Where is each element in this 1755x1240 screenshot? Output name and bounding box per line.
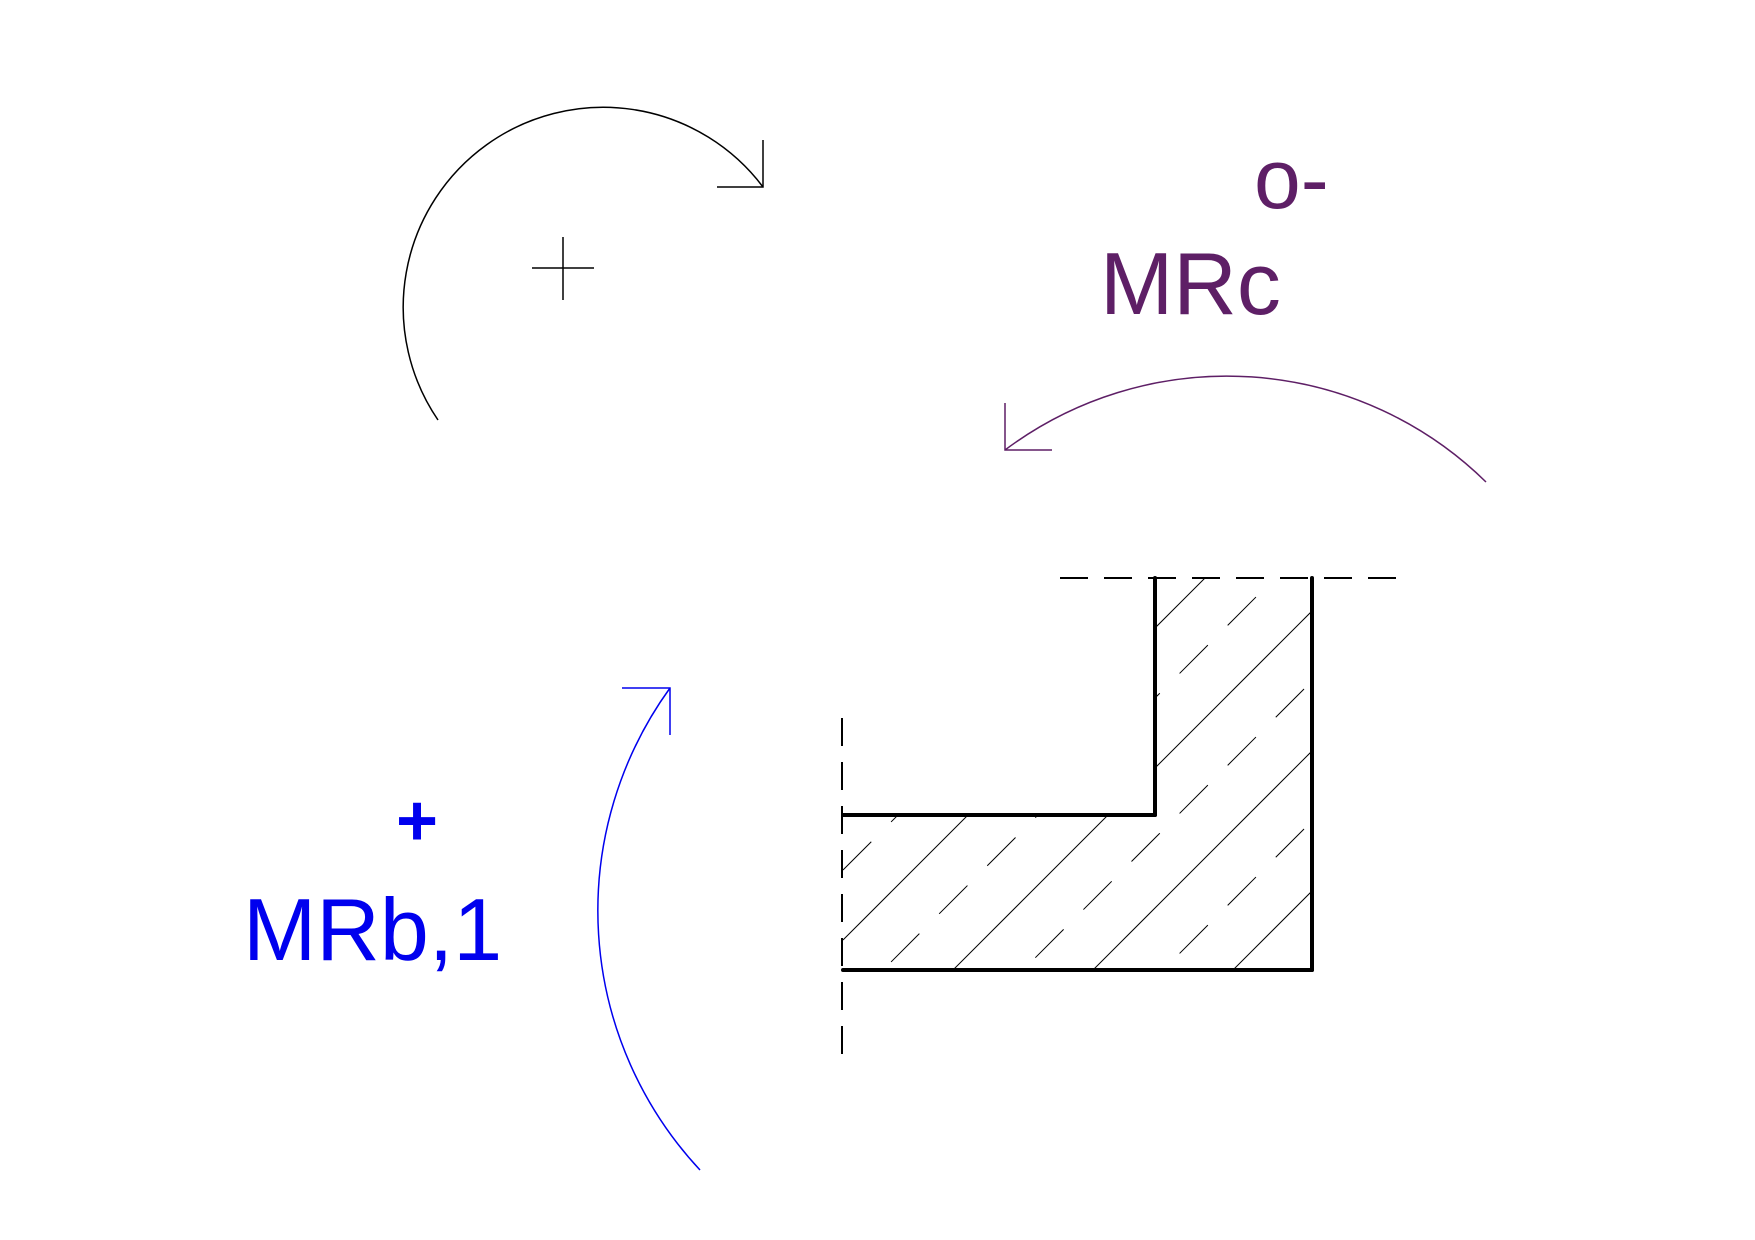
purple-arrowhead (1004, 403, 1052, 451)
center-mark-icon (532, 237, 594, 300)
purple-arc (1004, 375, 1487, 483)
black-rotation-arrow (402, 106, 764, 421)
black-arc (402, 106, 764, 421)
blue-arc (597, 687, 701, 1171)
blue-rotation-arrow (597, 687, 701, 1171)
purple-rotation-arrow (1004, 375, 1487, 483)
blue-arrowhead (622, 687, 671, 735)
section-outline (841, 576, 1314, 972)
mrb-superscript: + (396, 781, 438, 861)
mrc-label: MRc (1100, 234, 1281, 333)
dashed-hatch (843, 578, 1312, 970)
black-arrowhead (717, 140, 764, 188)
solid-hatch (843, 578, 1312, 970)
mrc-superscript: o- (1254, 132, 1329, 226)
hatch-lines (843, 578, 1312, 970)
mrb-label: MRb,1 (243, 880, 502, 979)
cross-section (841, 576, 1410, 1068)
